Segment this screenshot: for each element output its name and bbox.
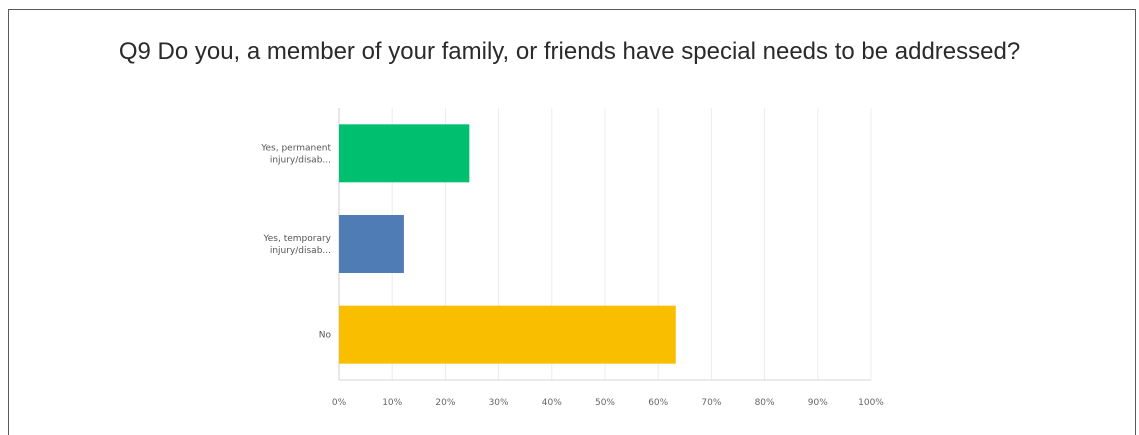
bars bbox=[339, 124, 676, 364]
bar bbox=[339, 215, 404, 273]
x-tick-label: 60% bbox=[648, 398, 668, 408]
x-tick-label: 90% bbox=[808, 398, 828, 408]
category-label: injury/disab... bbox=[270, 155, 331, 165]
x-tick-label: 10% bbox=[382, 398, 402, 408]
x-tick-label: 50% bbox=[595, 398, 615, 408]
bar bbox=[339, 305, 676, 364]
x-tick-label: 70% bbox=[701, 398, 721, 408]
category-label: Yes, temporary bbox=[262, 234, 331, 244]
x-tick-label: 80% bbox=[755, 398, 775, 408]
category-label: injury/disab... bbox=[270, 246, 331, 256]
category-label: Yes, permanent bbox=[260, 143, 331, 153]
x-tick-label: 0% bbox=[332, 398, 347, 408]
x-tick-label: 20% bbox=[435, 398, 455, 408]
x-tick-label: 100% bbox=[858, 398, 884, 408]
category-labels: Yes, permanent injury/disab... Yes, tempor… bbox=[260, 143, 331, 340]
x-axis-ticks: 0% 10% 20% 30% 40% 50% 60% 70% 80% 90% 100% bbox=[332, 398, 884, 408]
x-tick-label: 30% bbox=[489, 398, 509, 408]
bar bbox=[339, 124, 470, 183]
chart-title: Q9 Do you, a member of your family, or f… bbox=[118, 38, 1021, 65]
category-label: No bbox=[319, 331, 332, 341]
chart-frame bbox=[8, 9, 1136, 435]
x-tick-label: 40% bbox=[542, 398, 562, 408]
